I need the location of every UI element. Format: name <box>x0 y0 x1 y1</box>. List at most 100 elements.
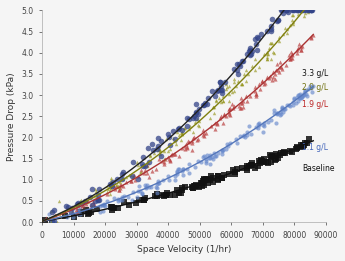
Point <box>94 194 100 198</box>
Point <box>265 161 271 165</box>
Point <box>302 8 307 13</box>
Point <box>147 185 152 189</box>
Point <box>248 132 253 136</box>
Point <box>163 192 169 197</box>
X-axis label: Space Velocity (1/hr): Space Velocity (1/hr) <box>137 245 231 254</box>
Point <box>269 78 275 82</box>
Point <box>269 17 275 21</box>
Point <box>295 51 300 55</box>
Point <box>218 88 224 92</box>
Point <box>201 178 207 182</box>
Point <box>187 116 192 121</box>
Point <box>79 212 84 216</box>
Point <box>277 65 283 69</box>
Point <box>284 103 289 107</box>
Point <box>194 116 199 120</box>
Point <box>83 202 89 206</box>
Point <box>135 176 141 181</box>
Point <box>299 94 305 98</box>
Point <box>290 8 296 13</box>
Point <box>154 186 159 190</box>
Point <box>88 210 93 214</box>
Point <box>278 8 284 13</box>
Point <box>69 206 75 210</box>
Point <box>268 26 274 31</box>
Point <box>75 208 81 212</box>
Point <box>92 199 98 203</box>
Point <box>121 199 127 204</box>
Point <box>194 138 200 142</box>
Point <box>118 198 123 203</box>
Point <box>277 70 282 74</box>
Point <box>181 126 187 130</box>
Point <box>204 157 209 161</box>
Point <box>156 147 162 151</box>
Point <box>290 20 296 25</box>
Point <box>277 153 283 157</box>
Point <box>143 185 149 189</box>
Point <box>120 176 126 181</box>
Point <box>219 152 224 156</box>
Point <box>254 48 260 52</box>
Point <box>239 82 244 86</box>
Point <box>74 202 80 206</box>
Point <box>145 164 150 168</box>
Point <box>268 57 273 61</box>
Point <box>157 148 162 152</box>
Point <box>230 105 236 110</box>
Point <box>268 41 273 45</box>
Point <box>244 168 250 172</box>
Point <box>197 107 202 111</box>
Point <box>57 199 62 203</box>
Point <box>227 141 232 145</box>
Point <box>88 203 93 207</box>
Point <box>154 147 160 151</box>
Point <box>136 189 141 193</box>
Point <box>280 110 286 114</box>
Point <box>226 112 232 116</box>
Point <box>218 100 223 104</box>
Point <box>249 64 255 68</box>
Point <box>91 194 97 198</box>
Point <box>305 87 310 91</box>
Point <box>150 148 156 152</box>
Point <box>128 179 134 183</box>
Point <box>256 122 261 126</box>
Point <box>275 18 281 22</box>
Point <box>113 184 119 188</box>
Point <box>156 179 161 183</box>
Point <box>175 170 180 174</box>
Point <box>252 85 258 89</box>
Point <box>192 120 197 124</box>
Point <box>177 167 182 171</box>
Point <box>165 132 171 136</box>
Point <box>51 220 56 224</box>
Point <box>119 176 125 181</box>
Point <box>207 156 213 161</box>
Point <box>120 177 125 181</box>
Point <box>54 220 60 224</box>
Point <box>70 215 76 219</box>
Point <box>120 170 126 174</box>
Point <box>134 195 140 199</box>
Point <box>285 10 291 14</box>
Point <box>278 65 284 69</box>
Point <box>186 162 192 166</box>
Point <box>294 8 299 13</box>
Point <box>49 220 55 224</box>
Point <box>223 82 229 86</box>
Point <box>282 106 288 111</box>
Point <box>179 132 184 136</box>
Point <box>172 152 178 156</box>
Point <box>253 88 258 93</box>
Point <box>108 205 114 209</box>
Point <box>216 151 221 155</box>
Point <box>108 186 114 190</box>
Point <box>296 93 302 97</box>
Point <box>90 200 96 204</box>
Point <box>257 86 263 91</box>
Point <box>124 180 129 184</box>
Point <box>208 174 214 179</box>
Point <box>227 92 232 96</box>
Point <box>302 143 307 147</box>
